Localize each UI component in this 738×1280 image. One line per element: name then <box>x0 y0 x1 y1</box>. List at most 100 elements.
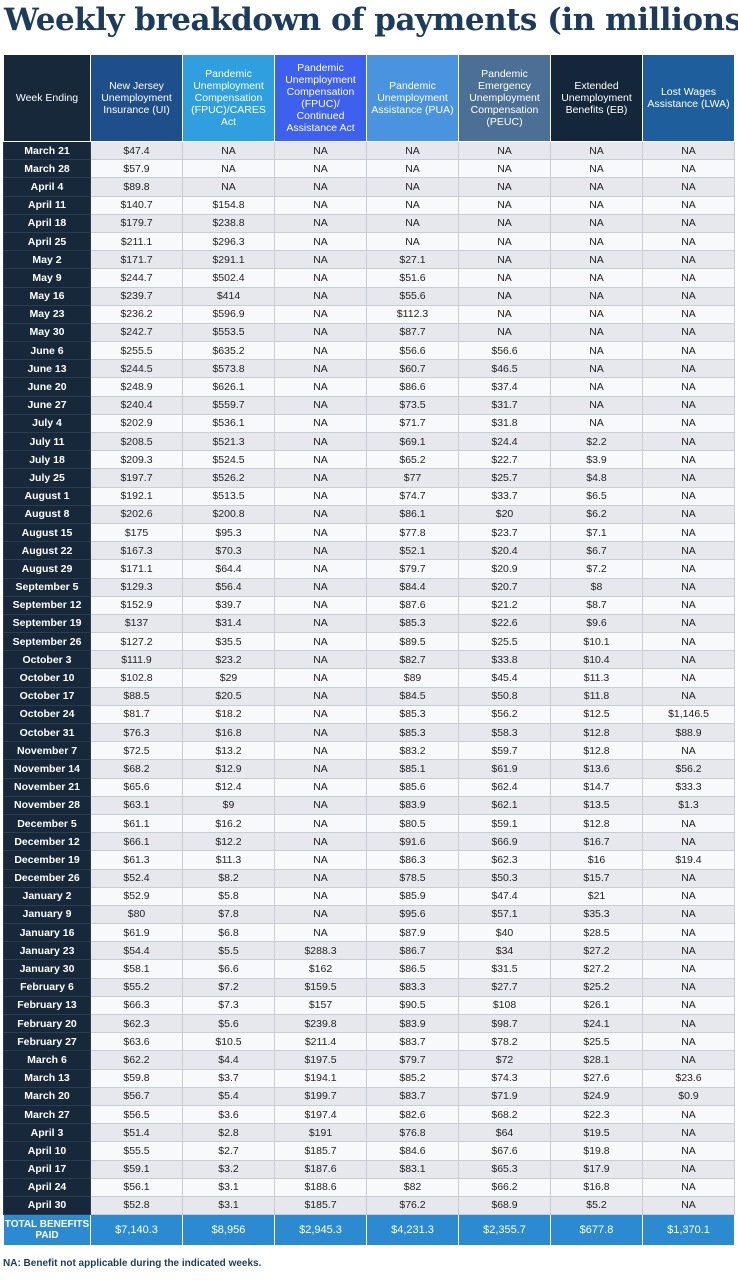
cell: $20.9 <box>458 559 551 579</box>
cell: $78.5 <box>366 868 459 888</box>
column-header: New Jersey Unemployment Insurance (UI) <box>90 54 183 142</box>
cell: $95.6 <box>366 904 459 925</box>
cell: $13.5 <box>550 795 643 815</box>
cell: $83.9 <box>366 795 459 815</box>
footnote: NA: Benefit not applicable during the in… <box>3 1258 262 1269</box>
cell: NA <box>274 650 367 670</box>
cell: $71.7 <box>366 413 459 434</box>
cell: NA <box>274 777 367 797</box>
cell: $12.4 <box>182 777 275 797</box>
cell: NA <box>274 559 367 579</box>
cell: $137 <box>90 613 183 634</box>
cell: NA <box>642 1141 735 1161</box>
cell: NA <box>458 177 551 197</box>
cell: $167.3 <box>90 541 183 561</box>
week-cell: April 24 <box>3 1177 91 1197</box>
cell: $52.1 <box>366 541 459 561</box>
cell: $87.9 <box>366 923 459 943</box>
cell: NA <box>642 632 735 652</box>
cell: NA <box>274 923 367 943</box>
table-row: November 28 $63.1 $9 NA $83.9 $62.1 $13.5 $1.3 <box>3 795 735 815</box>
cell: $27.1 <box>366 250 459 270</box>
table-row: August 1 $192.1 $513.5 NA $74.7 $33.7 $6.5 NA <box>3 486 735 506</box>
cell: NA <box>642 904 735 925</box>
total-cell: $8,956 <box>182 1214 275 1247</box>
cell: $51.6 <box>366 268 459 288</box>
cell: $86.7 <box>366 941 459 961</box>
cell: $199.7 <box>274 1086 367 1106</box>
cell: $85.1 <box>366 759 459 779</box>
cell: $95.3 <box>182 522 275 543</box>
cell: $89.8 <box>90 177 183 197</box>
cell: NA <box>642 541 735 561</box>
cell: $3.7 <box>182 1068 275 1088</box>
cell: $47.4 <box>90 140 183 161</box>
cell: NA <box>274 450 367 470</box>
week-cell: August 22 <box>3 541 91 561</box>
cell: $72.5 <box>90 741 183 761</box>
cell: $65.6 <box>90 777 183 797</box>
cell: $12.2 <box>182 832 275 852</box>
header-row: Week Ending New Jersey Unemployment Insur… <box>3 54 735 142</box>
table-row: July 18 $209.3 $524.5 NA $65.2 $22.7 $3.9 NA <box>3 450 735 470</box>
total-cell: $677.8 <box>550 1214 643 1247</box>
cell: $238.8 <box>182 213 275 233</box>
cell: $11.3 <box>550 668 643 688</box>
week-cell: January 16 <box>3 923 91 943</box>
cell: NA <box>642 959 735 979</box>
cell: NA <box>550 159 643 179</box>
cell: NA <box>550 359 643 379</box>
week-cell: January 2 <box>3 886 91 906</box>
week-cell: June 13 <box>3 359 91 379</box>
cell: $162 <box>274 959 367 979</box>
cell: NA <box>458 231 551 252</box>
cell: NA <box>274 886 367 906</box>
cell: $4.4 <box>182 1050 275 1070</box>
table-body: March 21 $47.4 NA NA NA NA NA NA March 28 $57.9 NA… <box>3 140 735 1247</box>
cell: $524.5 <box>182 450 275 470</box>
cell: $79.7 <box>366 559 459 579</box>
cell: $3.1 <box>182 1177 275 1197</box>
cell: NA <box>642 395 735 415</box>
cell: $171.1 <box>90 559 183 579</box>
cell: $202.9 <box>90 413 183 434</box>
week-cell: March 6 <box>3 1050 91 1070</box>
cell: $59.8 <box>90 1068 183 1088</box>
cell: NA <box>274 304 367 324</box>
week-cell: September 12 <box>3 595 91 615</box>
cell: $211.1 <box>90 231 183 252</box>
cell: NA <box>642 668 735 688</box>
cell: NA <box>274 541 367 561</box>
column-header: Lost Wages Assistance (LWA) <box>642 54 735 142</box>
cell: NA <box>642 195 735 215</box>
cell: $502.4 <box>182 268 275 288</box>
cell: $55.6 <box>366 286 459 306</box>
cell: $66.9 <box>458 832 551 852</box>
cell: NA <box>642 1123 735 1143</box>
cell: $197.7 <box>90 468 183 488</box>
cell: NA <box>274 341 367 361</box>
cell: $22.7 <box>458 450 551 470</box>
cell: $80 <box>90 904 183 925</box>
cell: $179.7 <box>90 213 183 233</box>
week-cell: March 27 <box>3 1104 91 1125</box>
cell: $5.4 <box>182 1086 275 1106</box>
cell: $157 <box>274 995 367 1016</box>
cell: $31.4 <box>182 613 275 634</box>
week-cell: July 18 <box>3 450 91 470</box>
cell: NA <box>274 850 367 870</box>
cell: $6.6 <box>182 959 275 979</box>
cell: $25.5 <box>458 632 551 652</box>
cell: $35.5 <box>182 632 275 652</box>
column-header: Week Ending <box>3 54 91 142</box>
cell: NA <box>642 377 735 397</box>
cell: $56.6 <box>458 341 551 361</box>
cell: $20 <box>458 504 551 524</box>
cell: NA <box>550 250 643 270</box>
cell: $59.7 <box>458 741 551 761</box>
cell: $63.6 <box>90 1032 183 1052</box>
table-row: March 27 $56.5 $3.6 $197.4 $82.6 $68.2 $22.3 NA <box>3 1104 735 1125</box>
cell: NA <box>366 231 459 252</box>
cell: $2.8 <box>182 1123 275 1143</box>
week-cell: October 17 <box>3 686 91 706</box>
